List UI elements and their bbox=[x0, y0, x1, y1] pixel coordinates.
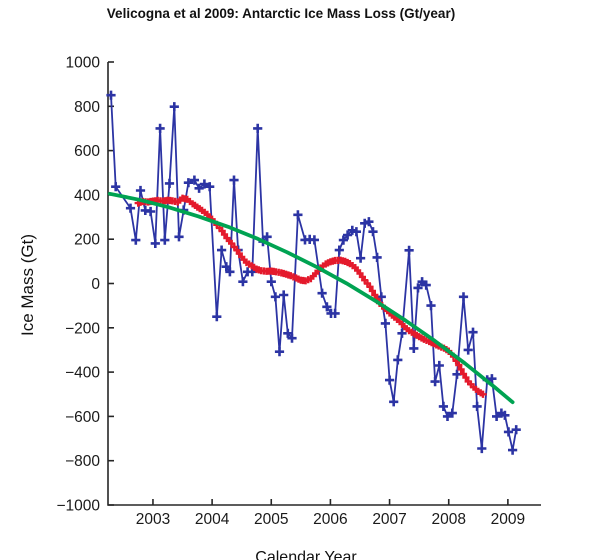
series-quadratic-trend bbox=[107, 191, 515, 405]
y-tick-label: 200 bbox=[74, 232, 100, 249]
chart-title: Velicogna et al 2009: Antarctic Ice Mass… bbox=[106, 6, 456, 21]
y-tick-label: −1000 bbox=[56, 498, 100, 515]
y-tick-label: −400 bbox=[65, 365, 100, 382]
y-tick-label: 1000 bbox=[66, 55, 101, 72]
x-tick-label: 2007 bbox=[372, 511, 406, 528]
x-tick-label: 2009 bbox=[491, 511, 525, 528]
y-tick-label: 0 bbox=[91, 276, 100, 293]
y-tick-label: 600 bbox=[74, 143, 100, 160]
x-tick-label: 2004 bbox=[195, 511, 230, 528]
x-tick-label: 2006 bbox=[313, 511, 347, 528]
y-tick-label: 800 bbox=[74, 99, 100, 116]
y-tick-label: 400 bbox=[74, 187, 100, 204]
x-tick-label: 2005 bbox=[254, 511, 288, 528]
y-tick-label: −800 bbox=[65, 453, 100, 470]
axes: 2003 2004 2005 2006 2007 2008 2009 −1000 −800 −60… bbox=[56, 55, 541, 528]
series-monthly-ice-mass bbox=[106, 90, 521, 455]
x-tick-label: 2008 bbox=[431, 511, 465, 528]
x-tick-label: 2003 bbox=[136, 511, 170, 528]
x-axis-label: Calendar Year bbox=[255, 549, 357, 560]
y-tick-label: −200 bbox=[65, 320, 100, 337]
y-tick-label: −600 bbox=[65, 409, 100, 426]
